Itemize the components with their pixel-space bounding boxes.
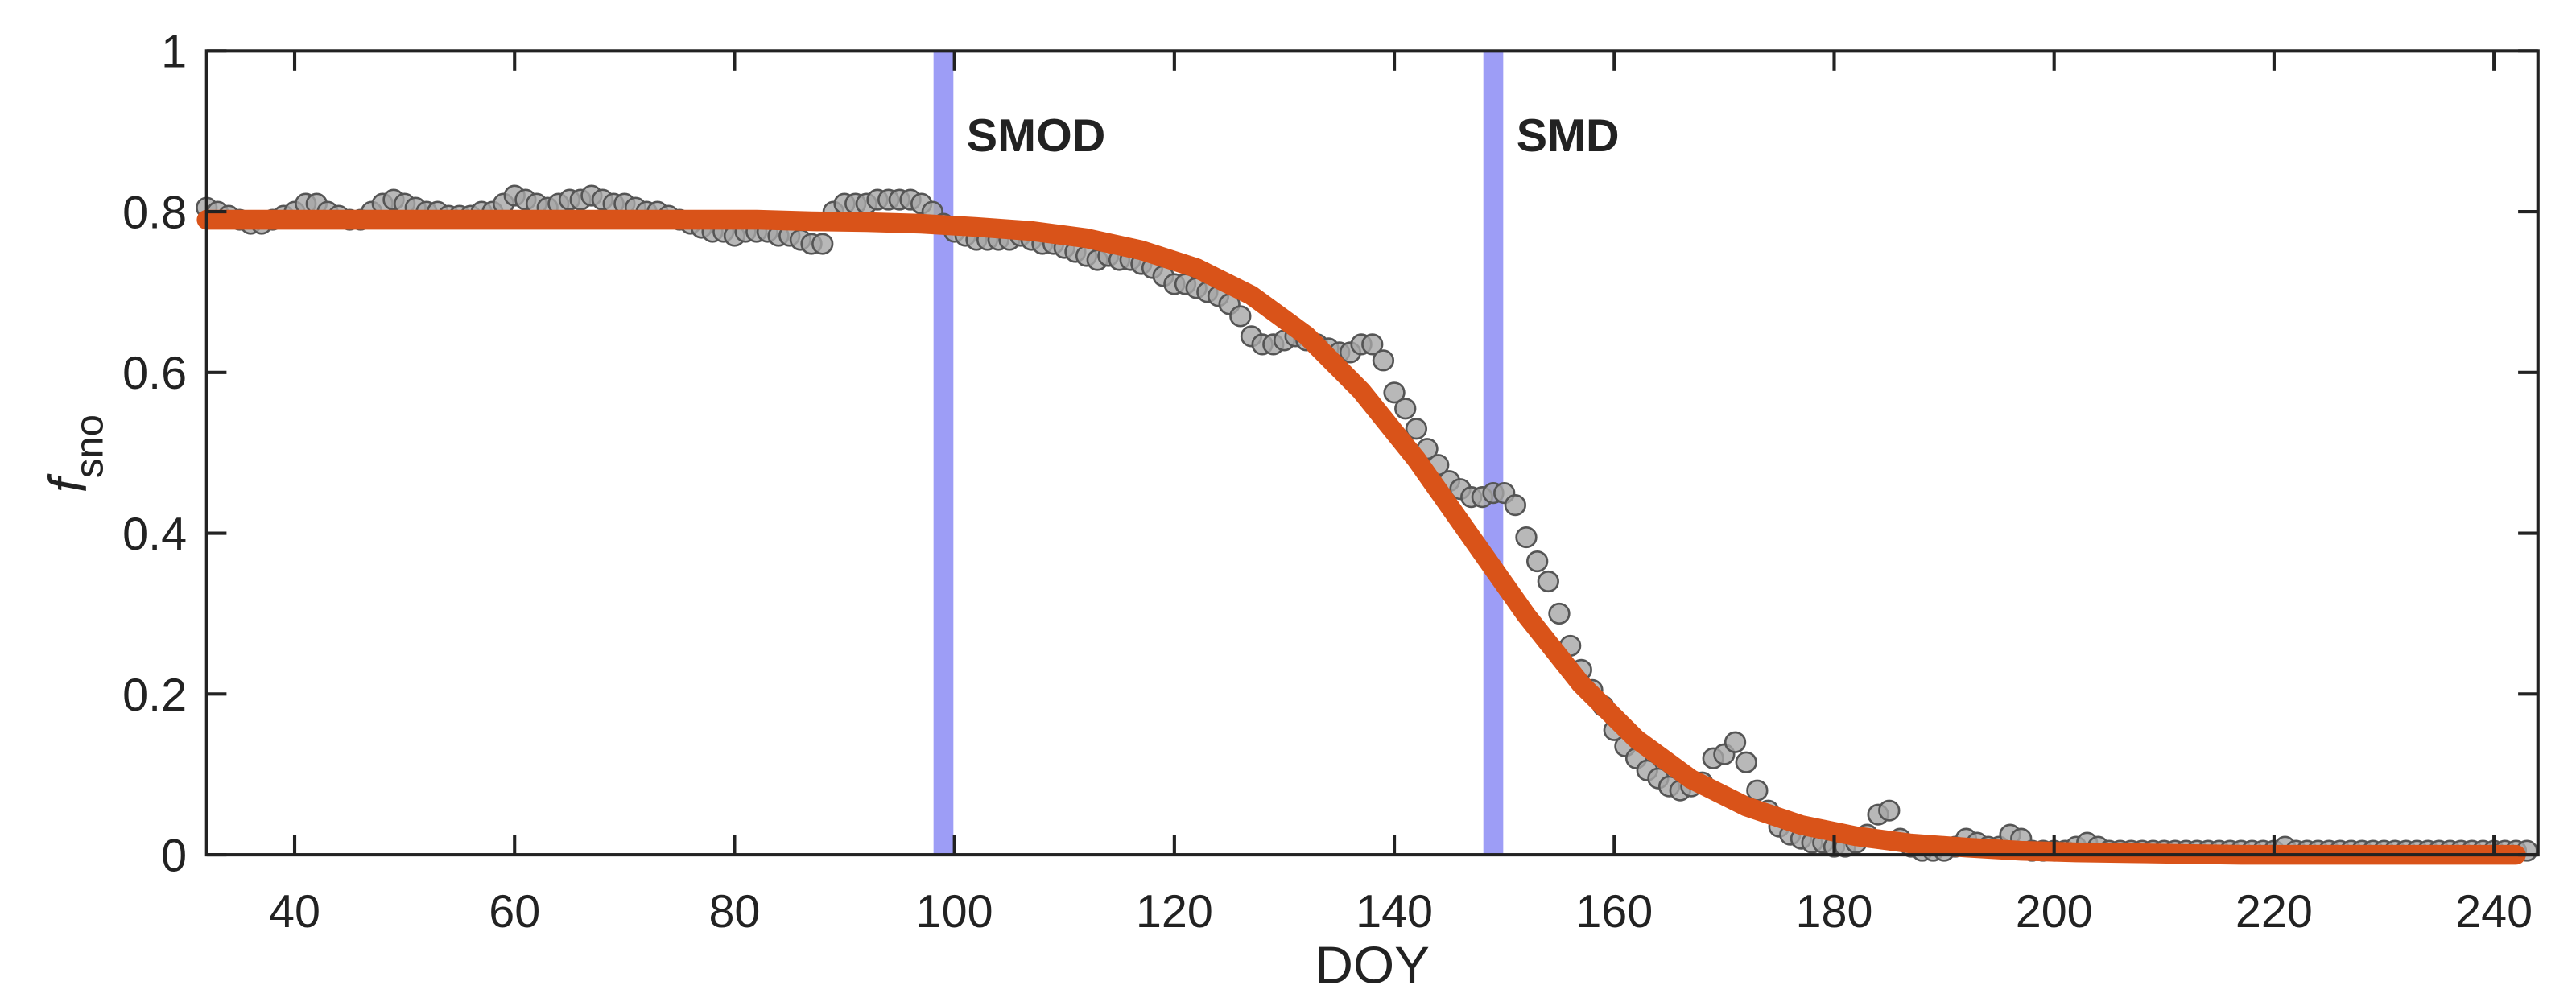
y-tick-label: 0.8 <box>122 188 187 239</box>
y-tick-label: 0 <box>161 831 187 882</box>
annotation-label: SMD <box>1517 110 1620 162</box>
y-label-main: f <box>39 473 97 493</box>
annotation-label: SMOD <box>967 110 1105 162</box>
y-tick-label: 0.2 <box>122 670 187 721</box>
data-point <box>1878 799 1901 822</box>
y-tick-label: 0.4 <box>122 509 187 560</box>
x-tick-label: 220 <box>2235 886 2313 938</box>
data-point <box>1525 550 1549 573</box>
plot-frame <box>204 49 2540 857</box>
y-axis-label-text: fsno <box>39 414 112 493</box>
x-tick-label: 120 <box>1136 886 1213 938</box>
data-point <box>1746 779 1769 802</box>
data-point <box>1229 305 1252 328</box>
fit-curve <box>196 209 2526 865</box>
x-tick-label: 100 <box>916 886 993 938</box>
data-point <box>1394 398 1417 420</box>
x-tick-label: 200 <box>2016 886 2093 938</box>
y-label-sub: sno <box>68 414 111 478</box>
data-point <box>811 233 834 255</box>
x-tick-label: 240 <box>2455 886 2533 938</box>
x-tick-label: 180 <box>1796 886 1873 938</box>
y-tick-label: 0.6 <box>122 348 187 399</box>
data-point <box>1361 333 1384 356</box>
data-point <box>1724 731 1747 753</box>
data-point <box>1515 526 1538 549</box>
data-point <box>1405 418 1428 440</box>
x-tick-label: 160 <box>1575 886 1653 938</box>
x-tick-label: 140 <box>1356 886 1433 938</box>
y-tick-label: 1 <box>161 27 187 78</box>
x-tick-label: 40 <box>269 886 320 938</box>
data-point <box>1504 494 1526 517</box>
data-point <box>1735 751 1757 773</box>
data-point <box>1537 570 1559 593</box>
y-axis-label: fsno <box>39 414 112 493</box>
x-axis-label: DOY <box>1315 936 1430 995</box>
x-tick-label: 60 <box>489 886 540 938</box>
data-point <box>1548 602 1571 625</box>
x-tick-label: 80 <box>708 886 760 938</box>
data-point <box>1372 349 1395 372</box>
data-point <box>1383 381 1406 404</box>
